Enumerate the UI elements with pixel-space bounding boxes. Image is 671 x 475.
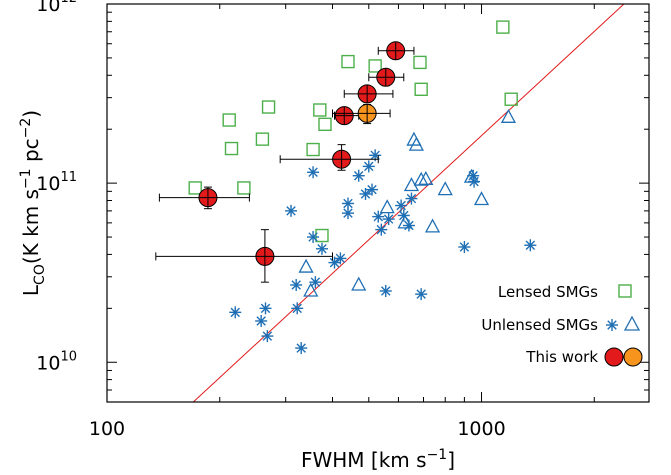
unlensed-smg-triangle-point [379, 199, 395, 214]
lensed-smg-point [261, 100, 276, 114]
lensed-smg-point [237, 181, 251, 195]
unlensed-smg-asterisk-point [259, 302, 272, 315]
lensed-smg-point [306, 142, 320, 157]
lensed-smg-point [341, 54, 355, 69]
unlensed-smg-asterisk-point [341, 197, 354, 210]
x-axis-label: FWHM [km s−1] [301, 447, 455, 472]
legend-marker-unlensed-triangle [623, 315, 641, 331]
unlensed-smg-asterisk-point [255, 314, 268, 327]
unlensed-smg-asterisk-point [397, 209, 410, 222]
unlensed-smg-asterisk-point [295, 342, 308, 355]
unlensed-smg-triangle-point [351, 276, 367, 291]
x-tick-label: 1000 [457, 418, 505, 440]
relation-line [192, 4, 625, 402]
y-tick-label: 1011 [36, 170, 77, 195]
legend-label-unlensed: Unlensed SMGs [481, 316, 598, 334]
lensed-smg-point [368, 59, 382, 73]
unlensed-smg-asterisk-point [307, 166, 320, 179]
lensed-smg-point [318, 117, 332, 132]
unlensed-smg-triangle-point [473, 191, 490, 206]
unlensed-smg-asterisk-point [405, 192, 418, 205]
unlensed-smg-asterisk-point [524, 239, 537, 252]
unlensed-smg-asterisk-point [290, 278, 303, 291]
unlensed-smg-asterisk-point [366, 183, 379, 196]
unlensed-smg-triangle-point [424, 218, 441, 233]
unlensed-smg-asterisk-point [291, 302, 304, 315]
unlensed-smg-asterisk-point [379, 284, 392, 297]
this-work-point [331, 103, 391, 125]
unlensed-smg-asterisk-point [285, 204, 298, 217]
this-work-point [377, 41, 415, 61]
unlensed-smg-asterisk-point [362, 160, 375, 173]
unlensed-smg-asterisk-point [375, 223, 388, 236]
this-work-point [155, 229, 333, 283]
legend-marker-unlensed-asterisk [606, 319, 618, 331]
lensed-smg-point [413, 55, 427, 70]
unlensed-smg-asterisk-point [415, 288, 428, 301]
legend-asterisk-glyph [606, 319, 618, 331]
lensed-smg-point [315, 228, 329, 243]
this-work-point [334, 106, 360, 126]
y-axis-label: LCO(K km s−1 pc−2) [18, 110, 48, 296]
unlensed-smg-asterisk-point [402, 219, 415, 232]
x-tick-label: 100 [89, 418, 125, 440]
unlensed-smg-asterisk-point [458, 240, 471, 253]
unlensed-smg-asterisk-point [372, 210, 385, 223]
this-work-point [368, 67, 405, 87]
lensed-smg-point [255, 132, 270, 146]
lensed-smg-point [414, 82, 428, 97]
y-tick-label: 1012 [36, 0, 77, 16]
unlensed-smg-triangle-point [408, 136, 424, 151]
unlensed-smg-triangle-point [303, 282, 319, 297]
unlensed-smg-asterisk-point [315, 242, 328, 255]
legend-label-lensed: Lensed SMGs [498, 283, 598, 301]
unlensed-smg-triangle-point [463, 168, 480, 183]
lensed-smg-point [222, 113, 236, 127]
lensed-smg-point [504, 92, 518, 106]
unlensed-smg-triangle-point [500, 108, 517, 123]
unlensed-smg-asterisk-point [352, 169, 365, 182]
unlensed-smg-asterisk-point [341, 207, 354, 220]
legend-label-this-work: This work [525, 348, 598, 366]
lensed-smg-point [224, 141, 239, 156]
legend-marker-this-work-orange [623, 347, 643, 367]
unlensed-smg-asterisk-point [309, 276, 322, 289]
this-work-point [343, 84, 394, 104]
plot-frame [106, 3, 650, 403]
lensed-smg-point [188, 181, 202, 195]
legend-marker-lensed-square [618, 284, 632, 298]
unlensed-smg-asterisk-point [307, 231, 320, 244]
legend-marker-this-work-red [604, 347, 624, 367]
unlensed-smg-asterisk-point [334, 252, 347, 265]
unlensed-smg-asterisk-point [395, 199, 408, 212]
unlensed-smg-triangle-point [413, 171, 429, 186]
this-work-point [158, 186, 250, 210]
unlensed-smg-asterisk-point [359, 187, 372, 200]
unlensed-smg-triangle-point [397, 214, 413, 229]
unlensed-smg-asterisk-point [261, 330, 274, 343]
unlensed-smg-asterisk-point [229, 306, 242, 319]
legend: Lensed SMGs Unlensed SMGs This work [481, 283, 643, 367]
unlensed-smg-triangle-point [418, 170, 434, 185]
y-tick-label: 1010 [36, 349, 77, 374]
unlensed-smg-asterisk-point [382, 213, 395, 226]
lensed-smg-point [496, 20, 510, 34]
lensed-smg-point [313, 103, 327, 117]
this-work-point [279, 144, 379, 171]
unlensed-smg-triangle-point [298, 258, 314, 273]
unlensed-smg-triangle-point [437, 181, 453, 196]
